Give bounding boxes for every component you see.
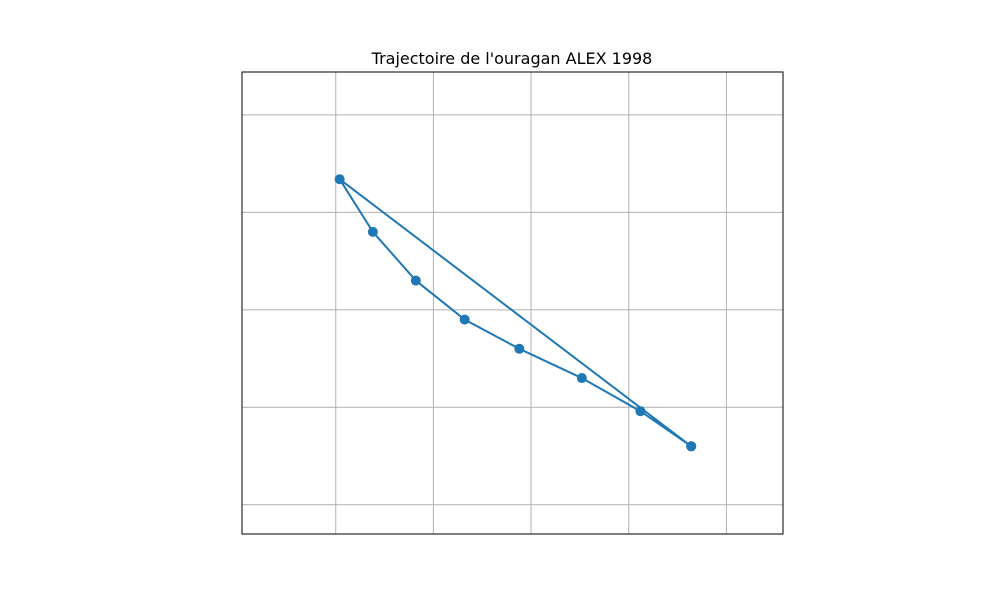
track-point-8 [686, 441, 697, 452]
track-point-4 [459, 314, 470, 325]
plot-frame [241, 71, 784, 535]
track-point-3 [514, 343, 525, 354]
track-point-6 [367, 226, 378, 237]
track-point-7 [334, 174, 345, 185]
track-point-1 [635, 406, 646, 417]
track-point-5 [410, 275, 421, 286]
series-layer [334, 174, 697, 452]
chart-title: Trajectoire de l'ouragan ALEX 1998 [371, 49, 653, 68]
track-point-2 [576, 373, 587, 384]
grid [242, 72, 783, 534]
track-line-0 [338, 178, 692, 448]
